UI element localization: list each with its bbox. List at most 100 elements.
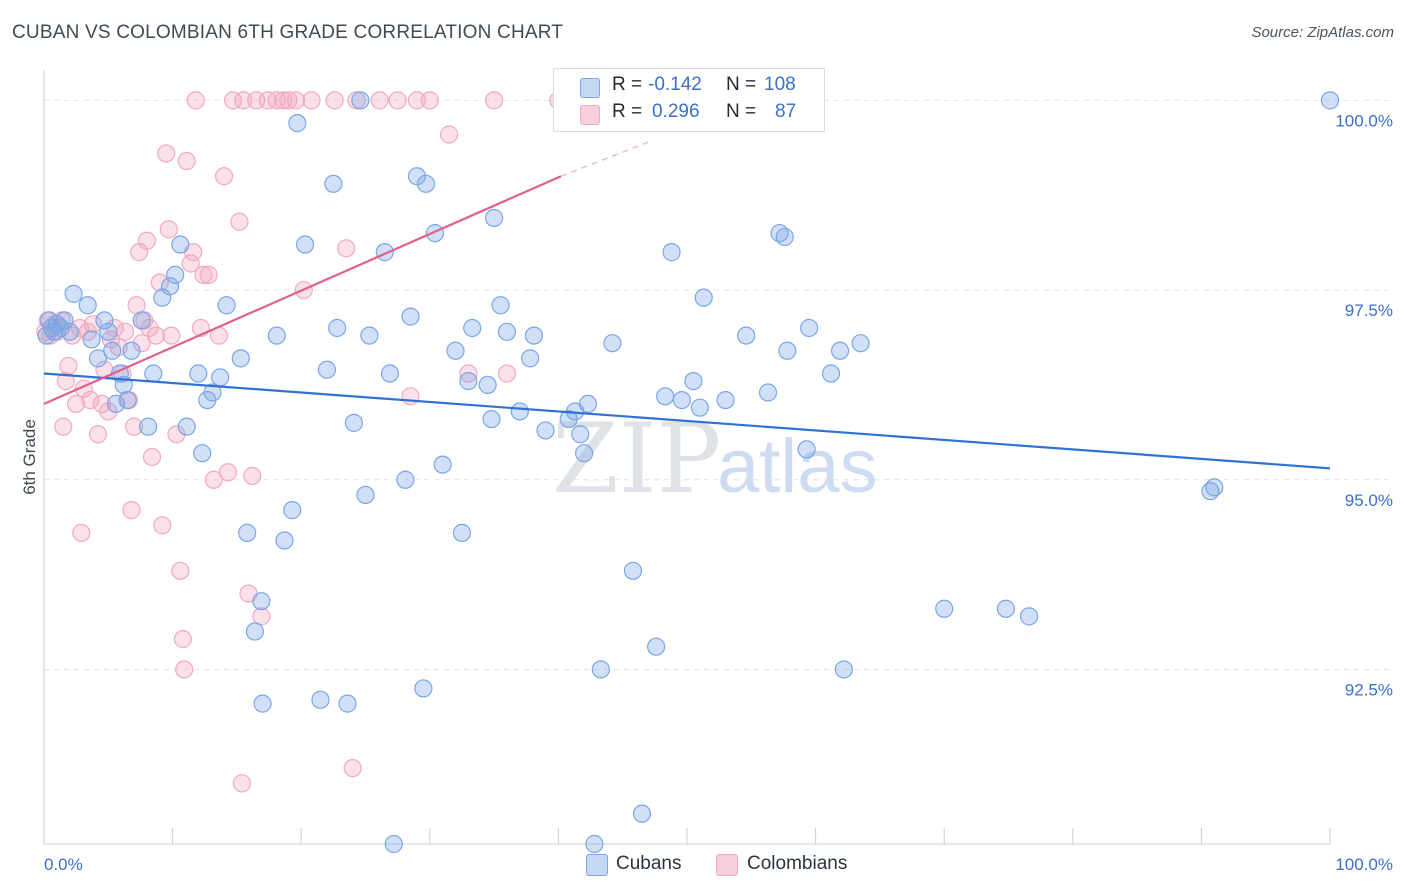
cuban-point xyxy=(1320,91,1340,110)
colombian-point xyxy=(146,326,165,345)
cuban-point xyxy=(295,235,315,254)
cuban-point xyxy=(851,334,870,353)
cuban-point xyxy=(662,243,681,262)
cuban-point xyxy=(78,296,97,315)
cuban-point xyxy=(510,402,529,421)
cuban-point xyxy=(288,114,307,133)
colombian-point xyxy=(204,470,223,489)
cuban-point xyxy=(245,622,265,641)
cuban-point xyxy=(578,394,598,413)
cuban-point xyxy=(144,364,163,383)
cuban-point xyxy=(360,326,379,345)
colombian-point xyxy=(186,91,205,110)
cuban-point xyxy=(384,834,403,854)
series-legend: Cubans Colombians xyxy=(0,852,1406,878)
colombian-point xyxy=(157,144,176,163)
cuban-point xyxy=(211,368,230,387)
colombians-trend-extension xyxy=(560,141,649,177)
legend-r-label: R = xyxy=(612,101,643,122)
colombian-point xyxy=(214,167,234,186)
legend-r-value: -0.142 xyxy=(648,74,702,95)
legend-label-colombians: Colombians xyxy=(747,853,848,874)
cuban-point xyxy=(482,409,501,429)
cuban-point xyxy=(238,523,257,542)
colombian-point xyxy=(81,390,100,410)
colombian-point xyxy=(137,231,156,250)
colombian-point xyxy=(159,220,178,239)
cuban-point xyxy=(830,341,850,360)
colombian-point xyxy=(218,463,237,482)
cuban-point xyxy=(497,322,517,341)
legend-row-cubans: R = -0.142 N = 108 xyxy=(554,74,824,100)
cuban-point xyxy=(585,834,604,854)
colombian-point xyxy=(142,447,162,467)
colombian-point xyxy=(420,91,439,110)
cuban-point xyxy=(485,208,504,228)
cuban-point xyxy=(623,561,643,580)
cuban-point xyxy=(338,694,357,713)
colombian-point xyxy=(153,516,172,535)
colombian-point xyxy=(140,318,159,338)
cuban-point xyxy=(425,224,445,243)
colombian-point xyxy=(194,265,213,284)
cubans-points xyxy=(37,91,1340,854)
cuban-point xyxy=(64,284,83,303)
cuban-point xyxy=(95,311,114,330)
grid-lines xyxy=(44,99,1392,670)
cubans-trend-line xyxy=(43,372,1331,470)
colombian-point xyxy=(230,212,249,231)
cuban-point xyxy=(559,409,578,429)
legend-swatch-colombians xyxy=(716,854,738,876)
cuban-point xyxy=(690,398,709,417)
colombian-point xyxy=(92,394,111,413)
watermark-atlas: atlas xyxy=(717,424,878,509)
cuban-point xyxy=(324,174,343,193)
cuban-point xyxy=(452,523,472,542)
cuban-point xyxy=(800,318,819,338)
colombian-point xyxy=(132,334,151,353)
colombian-point xyxy=(173,630,192,649)
colombian-point xyxy=(388,91,407,110)
cuban-point xyxy=(591,660,610,679)
colombian-point xyxy=(72,523,91,542)
cuban-point xyxy=(414,679,433,698)
cuban-point xyxy=(193,444,212,463)
cuban-point xyxy=(433,455,452,474)
axes xyxy=(43,70,1331,845)
colombian-point xyxy=(150,273,169,292)
y-tick-label: 92.5% xyxy=(1345,680,1393,699)
colombian-point xyxy=(243,466,262,486)
cuban-point xyxy=(103,341,122,360)
cuban-point xyxy=(1205,478,1224,497)
colombians-trend-line xyxy=(43,175,562,405)
colombian-point xyxy=(162,326,181,345)
cuban-point xyxy=(463,318,482,338)
cuban-point xyxy=(311,690,330,709)
colombian-point xyxy=(124,417,144,436)
colombian-point xyxy=(343,759,362,778)
legend-r-value: 0.296 xyxy=(652,101,700,122)
cuban-point xyxy=(491,296,510,315)
cuban-point xyxy=(521,349,540,368)
cuban-point xyxy=(778,341,797,360)
cuban-point xyxy=(217,296,236,315)
stats-legend: R = -0.142 N = 108 R = 0.296 N = 87 xyxy=(553,68,825,132)
colombian-point xyxy=(167,425,186,444)
colombian-point xyxy=(223,91,243,110)
colombian-point xyxy=(407,91,427,110)
colombians-points xyxy=(36,91,581,793)
cuban-point xyxy=(267,326,286,345)
colombian-point xyxy=(175,660,194,679)
cuban-point xyxy=(351,91,370,110)
cuban-point xyxy=(632,804,652,823)
colombian-point xyxy=(177,151,196,171)
x-tick-label: 100.0% xyxy=(1335,855,1393,874)
axis-labels: 92.5% 95.0% 97.5% 100.0% 0.0% 100.0% 6th Grade xyxy=(20,111,1393,874)
cuban-point xyxy=(171,235,190,254)
y-tick-label: 97.5% xyxy=(1345,301,1393,320)
colombian-point xyxy=(115,322,135,341)
cuban-point xyxy=(344,413,364,432)
colombian-point xyxy=(401,387,420,406)
cuban-point xyxy=(459,372,478,391)
legend-row-colombians: R = 0.296 N = 87 xyxy=(554,101,824,127)
